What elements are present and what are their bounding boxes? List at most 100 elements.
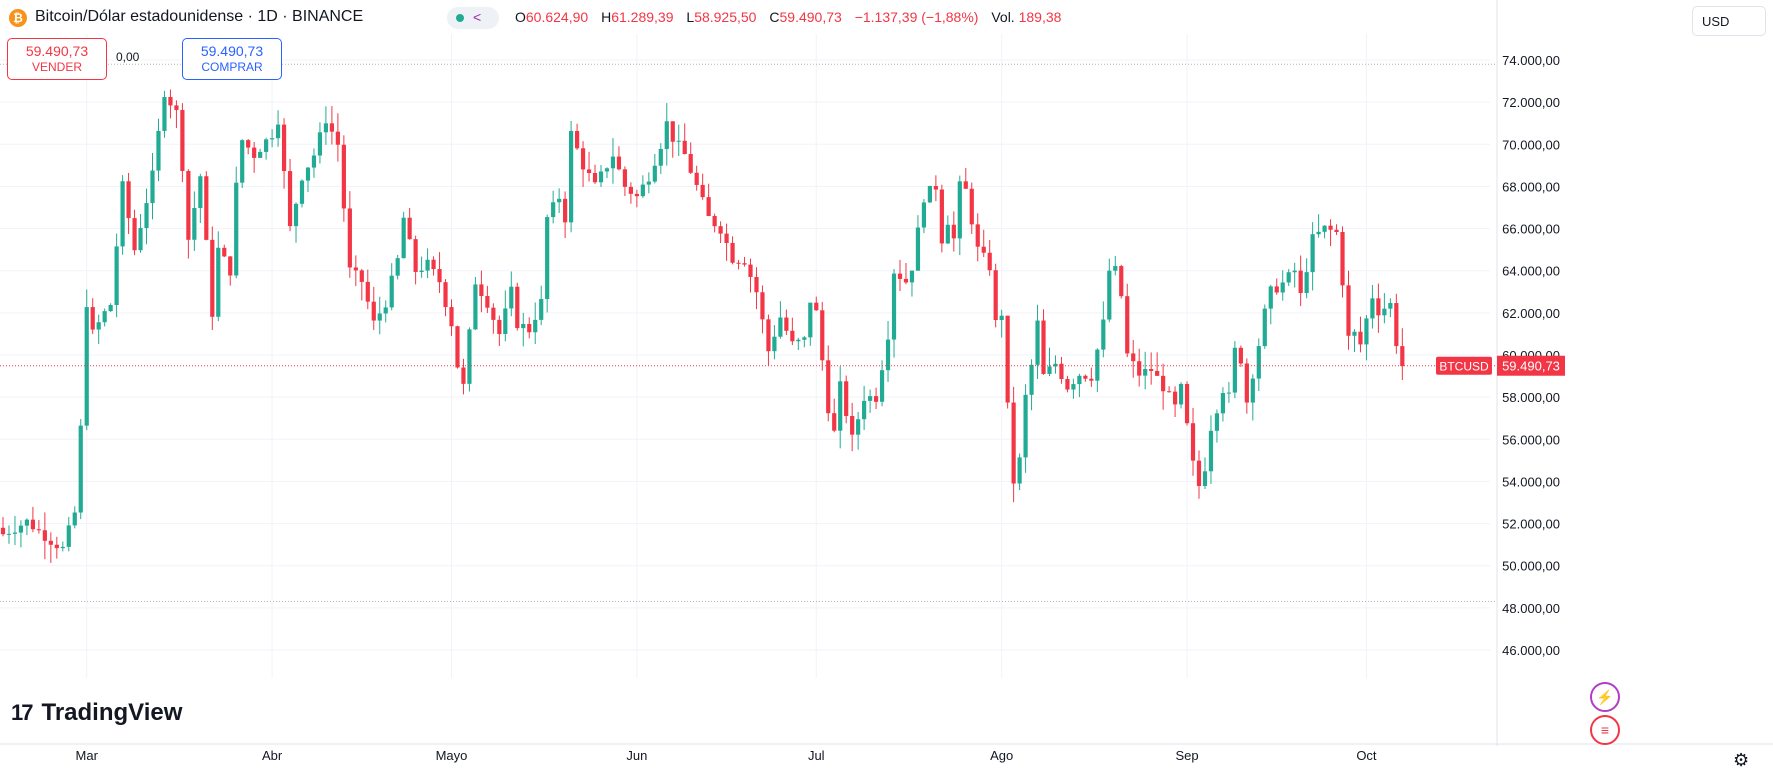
market-open-dot — [456, 14, 464, 22]
candle-body — [234, 182, 239, 276]
candle-body — [485, 296, 490, 308]
buy-button[interactable]: 59.490,73 COMPRAR — [182, 38, 282, 80]
high-label: H — [601, 9, 612, 25]
y-tick-label: 70.000,00 — [1502, 137, 1560, 152]
candle-body — [796, 339, 801, 342]
change-value: −1.137,39 (−1,88%) — [854, 9, 979, 25]
candle-body — [784, 317, 789, 331]
x-tick-label: Mar — [76, 748, 99, 763]
bitcoin-icon[interactable]: ₿ — [9, 9, 27, 27]
candle-body — [222, 247, 227, 257]
candle-body — [419, 270, 424, 272]
candle-body — [885, 339, 891, 371]
candle-body — [1346, 285, 1351, 336]
y-tick-label: 56.000,00 — [1502, 432, 1560, 447]
candle-body — [868, 396, 873, 401]
candle-body — [551, 202, 556, 218]
candle-body — [700, 184, 705, 198]
gear-icon[interactable]: ⚙ — [1733, 750, 1750, 770]
candle-body — [42, 530, 47, 541]
candle-body — [856, 419, 861, 435]
candle-body — [1394, 303, 1399, 347]
candle-body — [1226, 392, 1231, 394]
candle-body — [413, 239, 418, 272]
candle-body — [198, 176, 203, 208]
candle-body — [180, 109, 185, 171]
spread-value: 0,00 — [116, 50, 140, 64]
candle-body — [873, 396, 879, 402]
price-tag — [1497, 355, 1565, 376]
candle-body — [1262, 308, 1267, 347]
candle-body — [676, 140, 681, 142]
candle-body — [479, 284, 484, 297]
candle-body — [712, 215, 717, 227]
y-tick-label: 50.000,00 — [1502, 559, 1560, 574]
candle-body — [802, 337, 807, 340]
y-tick-label: 72.000,00 — [1502, 95, 1560, 110]
candle-body — [329, 123, 334, 132]
candle-body — [24, 519, 30, 526]
candle-body — [317, 132, 323, 156]
candle-body — [108, 304, 113, 312]
candle-body — [204, 176, 209, 240]
y-tick-label: 48.000,00 — [1502, 601, 1560, 616]
buy-label: COMPRAR — [201, 60, 263, 74]
candle-body — [1316, 231, 1321, 235]
candle-body — [210, 239, 215, 317]
candle-body — [1035, 320, 1040, 365]
candle-body — [832, 413, 837, 431]
y-tick-label: 54.000,00 — [1502, 474, 1560, 489]
candle-body — [66, 525, 71, 547]
candle-body — [150, 170, 155, 204]
candle-body — [622, 169, 628, 187]
candle-body — [1107, 270, 1112, 320]
close-label: C — [769, 9, 780, 25]
candle-body — [598, 171, 604, 183]
candle-body — [126, 181, 131, 219]
sell-price: 59.490,73 — [25, 43, 89, 59]
candle-body — [1256, 346, 1261, 379]
market-status-pill[interactable]: < — [447, 7, 499, 29]
y-tick-label: 74.000,00 — [1502, 53, 1560, 68]
candle-body — [760, 292, 765, 320]
candle-body — [1388, 303, 1393, 309]
candle-body — [473, 284, 478, 330]
candle-body — [1017, 457, 1022, 484]
candle-body — [353, 267, 358, 271]
y-tick-label: 62.000,00 — [1502, 306, 1560, 321]
currency-select[interactable]: USD — [1692, 6, 1766, 36]
candle-body — [1053, 363, 1058, 367]
candle-body — [1065, 379, 1070, 390]
candle-body — [1167, 391, 1172, 393]
candle-body — [186, 170, 191, 240]
lightning-icon[interactable]: ⚡ — [1590, 682, 1620, 712]
candle-body — [1268, 286, 1273, 309]
candle-body — [963, 181, 968, 189]
candle-body — [1131, 353, 1136, 362]
candle-body — [36, 529, 41, 531]
candle-body — [748, 264, 753, 277]
candle-body — [521, 324, 526, 329]
candle-body — [592, 173, 598, 183]
tradingview-logo[interactable]: 17 TradingView — [11, 699, 182, 727]
candle-body — [371, 301, 376, 321]
candle-body — [1172, 391, 1178, 405]
candle-body — [563, 198, 568, 223]
us-flag-icon[interactable]: ≡ — [1590, 715, 1620, 745]
candle-body — [539, 299, 544, 320]
candle-body — [604, 168, 610, 172]
candle-body — [102, 311, 107, 323]
candle-body — [120, 181, 125, 247]
candle-body — [897, 273, 903, 279]
low-value: 58.925,50 — [694, 9, 757, 25]
share-icon[interactable]: < — [473, 9, 482, 25]
candle-body — [533, 319, 538, 333]
candle-body — [778, 317, 783, 337]
candle-body — [1280, 282, 1285, 293]
sell-button[interactable]: 59.490,73 VENDER — [7, 38, 107, 80]
candle-body — [114, 246, 119, 305]
tradingview-logo-mark: 17 — [11, 700, 34, 725]
symbol-title[interactable]: Bitcoin/Dólar estadounidense · 1D · BINA… — [35, 8, 364, 25]
candle-body — [246, 140, 251, 148]
